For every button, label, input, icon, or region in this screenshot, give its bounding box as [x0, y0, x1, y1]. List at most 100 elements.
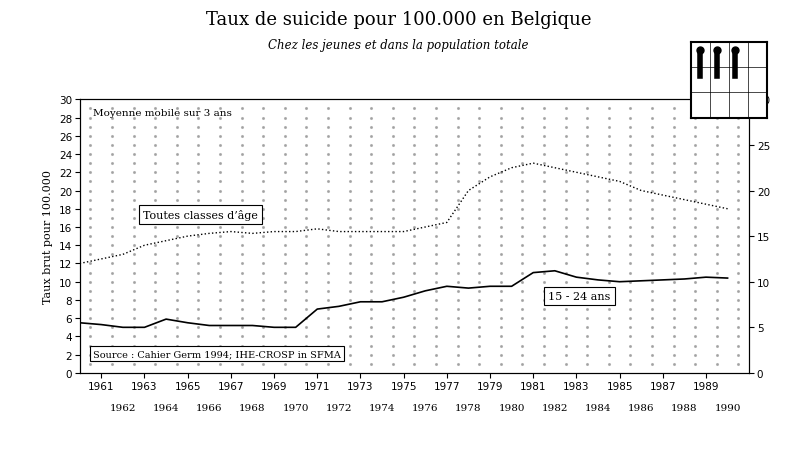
- Point: [300, 142, 313, 149]
- Point: [344, 324, 356, 331]
- Point: [430, 242, 442, 249]
- Point: [171, 233, 183, 240]
- Point: [559, 360, 572, 368]
- Point: [214, 269, 226, 277]
- Point: [84, 324, 97, 331]
- Point: [84, 169, 97, 177]
- Point: [603, 315, 615, 322]
- Point: [624, 297, 637, 304]
- Point: [365, 151, 378, 158]
- Point: [451, 206, 464, 213]
- Point: [559, 224, 572, 231]
- Point: [603, 242, 615, 249]
- Point: [344, 142, 356, 149]
- Point: [408, 178, 421, 186]
- Point: [689, 269, 701, 277]
- Point: [387, 333, 399, 340]
- Point: [214, 242, 226, 249]
- Point: [300, 260, 313, 268]
- Point: [171, 306, 183, 313]
- Point: [451, 324, 464, 331]
- Point: [451, 269, 464, 277]
- Point: [581, 206, 594, 213]
- Point: [149, 315, 162, 322]
- Point: [732, 133, 744, 140]
- Point: [235, 288, 248, 295]
- Point: [494, 278, 507, 286]
- Point: [214, 151, 226, 158]
- Point: [322, 288, 335, 295]
- Point: [278, 106, 291, 113]
- Point: [646, 233, 658, 240]
- Point: [538, 160, 551, 167]
- Point: [646, 206, 658, 213]
- Point: [365, 297, 378, 304]
- Point: [581, 251, 594, 258]
- Point: [84, 351, 97, 359]
- Point: [106, 169, 119, 177]
- Point: [322, 151, 335, 158]
- Point: [624, 206, 637, 213]
- Point: [106, 160, 119, 167]
- Point: [278, 324, 291, 331]
- Point: [257, 297, 269, 304]
- Point: [624, 278, 637, 286]
- Point: [84, 224, 97, 231]
- Point: [581, 333, 594, 340]
- Point: [408, 251, 421, 258]
- Point: [84, 187, 97, 195]
- Point: [624, 142, 637, 149]
- Point: [430, 115, 442, 122]
- Point: [710, 133, 723, 140]
- Point: [257, 169, 269, 177]
- Point: [278, 233, 291, 240]
- Point: [689, 106, 701, 113]
- Point: [430, 233, 442, 240]
- Point: [149, 215, 162, 222]
- Point: [192, 215, 205, 222]
- Point: [538, 288, 551, 295]
- Point: [667, 351, 680, 359]
- Point: [365, 187, 378, 195]
- Point: [149, 342, 162, 349]
- Point: [581, 106, 594, 113]
- Point: [192, 151, 205, 158]
- Point: [257, 251, 269, 258]
- Point: [603, 151, 615, 158]
- Point: [710, 169, 723, 177]
- Point: [235, 224, 248, 231]
- Point: [192, 333, 205, 340]
- Point: [149, 142, 162, 149]
- Point: [106, 142, 119, 149]
- Point: [344, 342, 356, 349]
- Point: [581, 297, 594, 304]
- Point: [322, 251, 335, 258]
- Point: [214, 215, 226, 222]
- Point: [365, 288, 378, 295]
- Point: [624, 306, 637, 313]
- Point: [214, 133, 226, 140]
- Point: [473, 233, 485, 240]
- Point: [581, 124, 594, 131]
- Point: [451, 124, 464, 131]
- Point: [559, 133, 572, 140]
- Point: [710, 260, 723, 268]
- Point: [430, 206, 442, 213]
- Point: [171, 197, 183, 204]
- Point: [365, 233, 378, 240]
- Point: [128, 269, 140, 277]
- Point: [710, 142, 723, 149]
- Point: [149, 178, 162, 186]
- Point: [408, 233, 421, 240]
- Text: 1990: 1990: [714, 403, 741, 412]
- Point: [344, 269, 356, 277]
- Point: [235, 297, 248, 304]
- Point: [192, 197, 205, 204]
- Point: [192, 260, 205, 268]
- Point: [646, 306, 658, 313]
- Point: [473, 169, 485, 177]
- Point: [473, 251, 485, 258]
- Text: 1988: 1988: [671, 403, 697, 412]
- Point: [646, 351, 658, 359]
- Point: [689, 324, 701, 331]
